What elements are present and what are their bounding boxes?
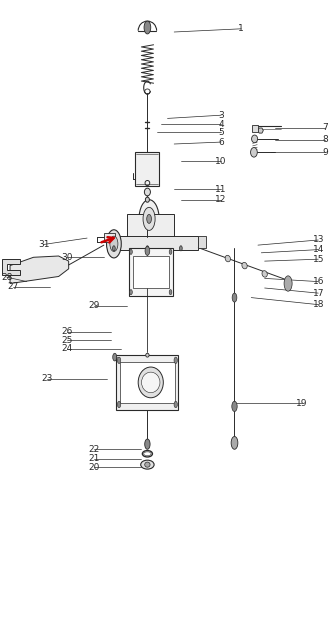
- Text: 28: 28: [1, 273, 12, 282]
- Circle shape: [143, 207, 155, 230]
- Ellipse shape: [225, 255, 230, 262]
- Bar: [104, 233, 115, 242]
- Text: 15: 15: [313, 255, 324, 264]
- Text: 21: 21: [88, 454, 99, 463]
- Circle shape: [232, 401, 237, 412]
- Text: 16: 16: [313, 277, 324, 286]
- Text: 14: 14: [313, 245, 324, 254]
- Bar: [129, 248, 173, 296]
- Text: 23: 23: [41, 374, 53, 383]
- Ellipse shape: [144, 188, 150, 196]
- Circle shape: [145, 246, 150, 255]
- Text: 19: 19: [296, 399, 307, 408]
- Circle shape: [146, 246, 149, 251]
- Text: 3: 3: [218, 111, 224, 120]
- Ellipse shape: [146, 353, 149, 357]
- Circle shape: [107, 230, 121, 258]
- Bar: [107, 236, 198, 250]
- Bar: [252, 125, 258, 132]
- Circle shape: [130, 289, 132, 294]
- Polygon shape: [10, 256, 69, 284]
- Circle shape: [180, 246, 182, 251]
- Text: 7: 7: [322, 124, 328, 132]
- Bar: [120, 362, 175, 403]
- Ellipse shape: [141, 460, 154, 469]
- Ellipse shape: [242, 262, 247, 269]
- Text: 20: 20: [88, 463, 99, 472]
- Circle shape: [284, 276, 292, 291]
- Text: 9: 9: [322, 148, 328, 157]
- Circle shape: [169, 289, 172, 294]
- Bar: [135, 152, 159, 186]
- Ellipse shape: [145, 197, 149, 202]
- Text: 24: 24: [61, 344, 73, 353]
- Circle shape: [145, 439, 150, 449]
- Ellipse shape: [262, 271, 267, 277]
- Circle shape: [174, 401, 178, 408]
- Circle shape: [110, 236, 118, 252]
- Circle shape: [232, 293, 237, 302]
- Ellipse shape: [138, 367, 163, 398]
- Text: 22: 22: [88, 445, 99, 454]
- Text: 12: 12: [215, 195, 227, 204]
- Circle shape: [147, 214, 151, 223]
- Text: 10: 10: [215, 157, 227, 166]
- Bar: [198, 236, 206, 248]
- Text: 17: 17: [313, 289, 324, 298]
- Text: 31: 31: [38, 240, 49, 249]
- Circle shape: [139, 200, 159, 238]
- Text: 30: 30: [61, 253, 73, 262]
- Circle shape: [144, 21, 151, 34]
- Ellipse shape: [252, 135, 258, 143]
- Circle shape: [113, 353, 117, 361]
- Circle shape: [113, 246, 115, 251]
- Text: 6: 6: [218, 138, 224, 147]
- Text: 1: 1: [238, 24, 244, 33]
- Text: 4: 4: [218, 120, 224, 129]
- Text: 25: 25: [61, 336, 73, 345]
- Circle shape: [118, 357, 121, 364]
- Text: 29: 29: [88, 301, 99, 310]
- Ellipse shape: [141, 372, 160, 393]
- Circle shape: [169, 249, 172, 254]
- Polygon shape: [2, 259, 20, 275]
- Text: 18: 18: [313, 300, 324, 309]
- Text: 11: 11: [215, 185, 227, 194]
- Bar: [127, 214, 174, 238]
- Ellipse shape: [145, 462, 150, 467]
- Circle shape: [174, 357, 178, 364]
- Polygon shape: [257, 128, 263, 133]
- Text: 26: 26: [61, 327, 73, 336]
- Ellipse shape: [251, 147, 257, 157]
- Circle shape: [130, 249, 132, 254]
- Text: 8: 8: [322, 135, 328, 144]
- Text: 5: 5: [218, 128, 224, 137]
- Circle shape: [118, 401, 121, 408]
- Bar: [133, 255, 169, 288]
- Text: 27: 27: [8, 282, 19, 291]
- Bar: [117, 355, 178, 410]
- Circle shape: [231, 436, 238, 449]
- Text: 13: 13: [313, 236, 324, 244]
